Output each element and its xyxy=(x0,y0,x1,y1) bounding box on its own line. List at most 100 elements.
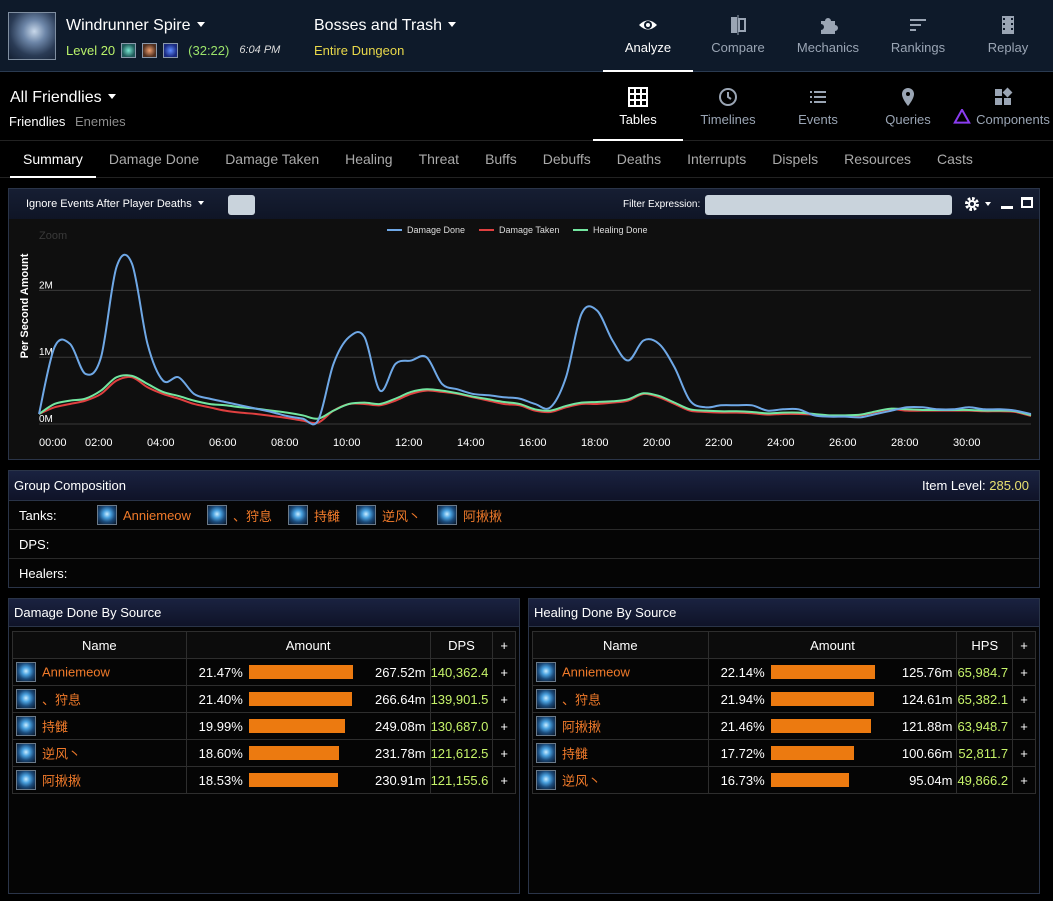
tab-casts[interactable]: Casts xyxy=(937,151,973,167)
tab-healing[interactable]: Healing xyxy=(345,151,393,167)
legend-healing-done[interactable]: Healing Done xyxy=(593,225,648,235)
row-expand-button[interactable]: + xyxy=(492,712,516,740)
view-queries[interactable]: Queries xyxy=(863,73,953,141)
tab-threat[interactable]: Threat xyxy=(418,151,460,167)
row-expand-button[interactable]: + xyxy=(1012,739,1036,767)
series-line-healing-done[interactable] xyxy=(38,374,1032,420)
tab-summary[interactable]: Summary xyxy=(10,142,96,178)
amount-cell: 19.99% 249.08m xyxy=(185,712,431,740)
zoom-label[interactable]: Zoom xyxy=(39,230,67,242)
affix-icon[interactable] xyxy=(142,42,158,58)
tab-deaths[interactable]: Deaths xyxy=(616,151,662,167)
table-row[interactable]: 持雠 19.99% 249.08m 130,687.0 + xyxy=(12,712,516,740)
table-row[interactable]: 逆风丶 16.73% 95.04m 49,866.2 + xyxy=(532,766,1036,794)
column-header-amount[interactable]: Amount xyxy=(707,631,958,659)
player-name[interactable]: 阿揪揪 xyxy=(562,719,602,735)
row-expand-button[interactable]: + xyxy=(1012,658,1036,686)
tab-damage-taken[interactable]: Damage Taken xyxy=(225,151,320,167)
nav-replay[interactable]: Replay xyxy=(963,0,1053,72)
name-cell[interactable]: 持雠 xyxy=(532,739,709,767)
tab-debuffs[interactable]: Debuffs xyxy=(542,151,591,167)
player-name[interactable]: 持雠 xyxy=(42,719,69,735)
row-expand-button[interactable]: + xyxy=(492,685,516,713)
gear-icon[interactable] xyxy=(963,195,993,213)
row-expand-button[interactable]: + xyxy=(492,766,516,794)
player-name[interactable]: 逆风丶 xyxy=(562,773,602,789)
class-icon xyxy=(536,662,556,682)
tab-resources[interactable]: Resources xyxy=(844,151,912,167)
player-name[interactable]: 持雠 xyxy=(562,746,589,762)
dungeon-selector[interactable]: Windrunner Spire xyxy=(66,17,205,35)
add-column-button[interactable]: + xyxy=(492,631,516,659)
column-header-dps[interactable]: DPS xyxy=(429,631,494,659)
name-cell[interactable]: 持雠 xyxy=(12,712,187,740)
player-name[interactable]: 阿揪揪 xyxy=(42,773,82,789)
row-expand-button[interactable]: + xyxy=(492,739,516,767)
tank-player[interactable]: 阿揪揪 xyxy=(436,505,502,525)
series-line-damage-done[interactable] xyxy=(38,253,1032,426)
column-header-name[interactable]: Name xyxy=(532,631,709,659)
table-row[interactable]: 逆风丶 18.60% 231.78m 121,612.5 + xyxy=(12,739,516,767)
table-row[interactable]: Anniemeow 22.14% 125.76m 65,984.7 + xyxy=(532,658,1036,686)
tab-damage-done[interactable]: Damage Done xyxy=(108,151,200,167)
affix-icon[interactable] xyxy=(163,42,179,58)
nav-mechanics[interactable]: Mechanics xyxy=(783,0,873,72)
table-row[interactable]: 、狩息 21.94% 124.61m 65,382.1 + xyxy=(532,685,1036,713)
column-header-hps[interactable]: HPS xyxy=(956,631,1014,659)
maximize-button[interactable] xyxy=(1021,197,1033,208)
subtab-enemies[interactable]: Enemies xyxy=(74,114,126,129)
player-name[interactable]: 、狩息 xyxy=(42,692,82,708)
name-cell[interactable]: 、狩息 xyxy=(532,685,709,713)
table-row[interactable]: 阿揪揪 21.46% 121.88m 63,948.7 + xyxy=(532,712,1036,740)
player-name[interactable]: Anniemeow xyxy=(42,664,110,680)
tank-player[interactable]: Anniemeow xyxy=(97,505,191,525)
row-expand-button[interactable]: + xyxy=(1012,685,1036,713)
view-tables[interactable]: Tables xyxy=(593,73,683,141)
tank-player[interactable]: 、狩息 xyxy=(206,505,272,525)
legend-damage-taken[interactable]: Damage Taken xyxy=(499,225,559,235)
tank-player[interactable]: 逆风丶 xyxy=(355,505,421,525)
column-header-amount[interactable]: Amount xyxy=(185,631,431,659)
column-header-name[interactable]: Name xyxy=(12,631,187,659)
actor-selector[interactable]: All Friendlies xyxy=(10,89,116,107)
view-timelines[interactable]: Timelines xyxy=(683,73,773,141)
legend-damage-done[interactable]: Damage Done xyxy=(407,225,465,235)
tab-dispels[interactable]: Dispels xyxy=(772,151,819,167)
graph-toggle[interactable] xyxy=(228,195,255,215)
table-row[interactable]: 阿揪揪 18.53% 230.91m 121,155.6 + xyxy=(12,766,516,794)
view-components[interactable]: Components xyxy=(953,73,1053,141)
graph-chart[interactable]: Zoom Per Second Amount Damage Done Damag… xyxy=(9,219,1039,459)
filter-expression-input[interactable] xyxy=(705,195,952,215)
components-logo-icon xyxy=(953,109,971,124)
subtab-friendlies[interactable]: Friendlies xyxy=(9,114,66,129)
row-expand-button[interactable]: + xyxy=(1012,712,1036,740)
nav-rankings[interactable]: Rankings xyxy=(873,0,963,72)
name-cell[interactable]: Anniemeow xyxy=(12,658,187,686)
player-name[interactable]: Anniemeow xyxy=(562,664,630,680)
minimize-button[interactable] xyxy=(1001,206,1013,209)
tank-player[interactable]: 持雠 xyxy=(287,505,340,525)
tab-interrupts[interactable]: Interrupts xyxy=(687,151,747,167)
name-cell[interactable]: 阿揪揪 xyxy=(12,766,187,794)
name-cell[interactable]: 、狩息 xyxy=(12,685,187,713)
nav-analyze[interactable]: Analyze xyxy=(603,0,693,72)
affix-icon[interactable] xyxy=(121,42,137,58)
nav-compare[interactable]: Compare xyxy=(693,0,783,72)
fight-selector[interactable]: Bosses and Trash xyxy=(314,17,456,35)
view-events[interactable]: Events xyxy=(773,73,863,141)
table-row[interactable]: 持雠 17.72% 100.66m 52,811.7 + xyxy=(532,739,1036,767)
name-cell[interactable]: 阿揪揪 xyxy=(532,712,709,740)
player-name[interactable]: 逆风丶 xyxy=(42,746,82,762)
tab-buffs[interactable]: Buffs xyxy=(485,151,517,167)
row-expand-button[interactable]: + xyxy=(492,658,516,686)
table-row[interactable]: 、狩息 21.40% 266.64m 139,901.5 + xyxy=(12,685,516,713)
add-column-button[interactable]: + xyxy=(1012,631,1036,659)
table-row[interactable]: Anniemeow 21.47% 267.52m 140,362.4 + xyxy=(12,658,516,686)
row-expand-button[interactable]: + xyxy=(1012,766,1036,794)
player-name[interactable]: 、狩息 xyxy=(562,692,602,708)
name-cell[interactable]: Anniemeow xyxy=(532,658,709,686)
series-line-damage-taken[interactable] xyxy=(38,375,1032,425)
name-cell[interactable]: 逆风丶 xyxy=(532,766,709,794)
name-cell[interactable]: 逆风丶 xyxy=(12,739,187,767)
ignore-deaths-dropdown[interactable]: Ignore Events After Player Deaths xyxy=(26,198,204,210)
